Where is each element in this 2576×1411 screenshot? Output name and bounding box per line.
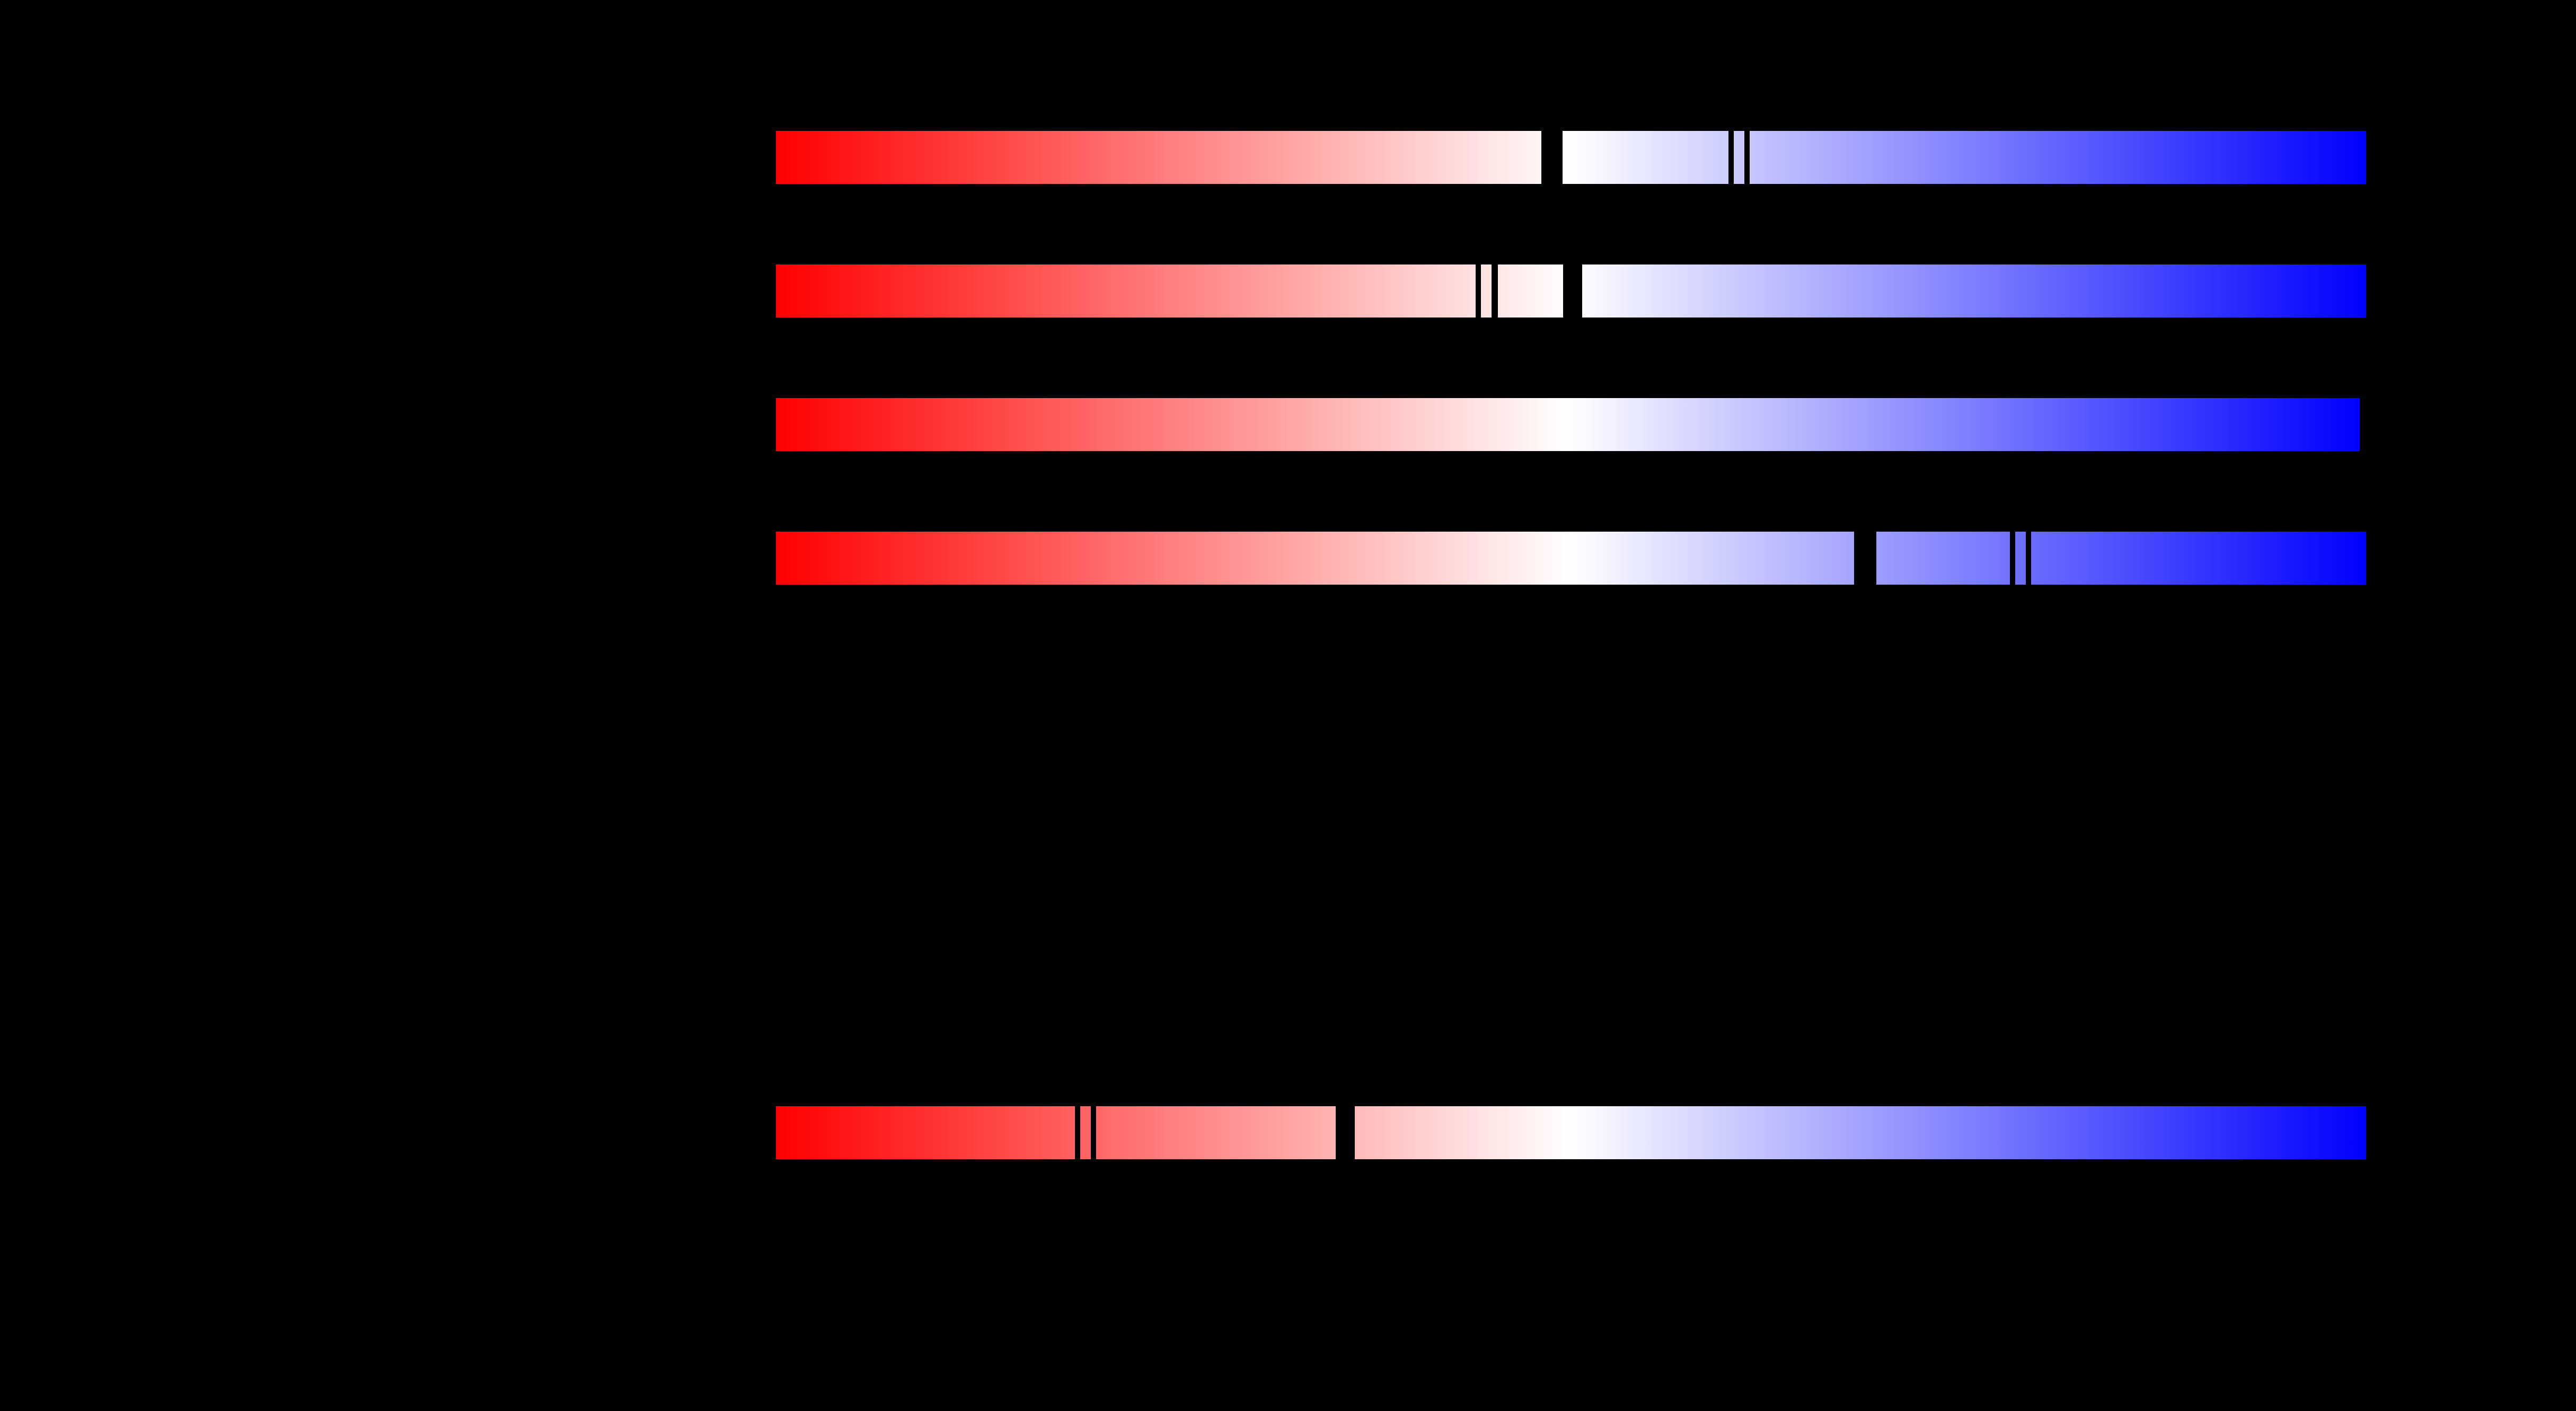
gradient-bar-bar-4 [776, 532, 2366, 585]
marker-gap [1854, 532, 1876, 585]
marker-gap [1336, 1106, 1355, 1159]
marker-tick [1476, 264, 1481, 318]
gradient-bar-bar-5 [776, 1106, 2366, 1159]
marker-tick [1091, 1106, 1096, 1159]
gradient-bar-bar-2 [776, 264, 2366, 318]
marker-tick [1492, 264, 1498, 318]
marker-tick [2010, 532, 2015, 585]
gradient-bar-bar-3 [776, 398, 2360, 451]
marker-gap [1563, 264, 1582, 318]
marker-gap [1541, 131, 1563, 184]
marker-tick [2026, 532, 2031, 585]
marker-tick [1728, 131, 1734, 184]
gradient-bar-bar-1 [776, 131, 2366, 184]
marker-tick [1075, 1106, 1080, 1159]
marker-tick [1744, 131, 1750, 184]
